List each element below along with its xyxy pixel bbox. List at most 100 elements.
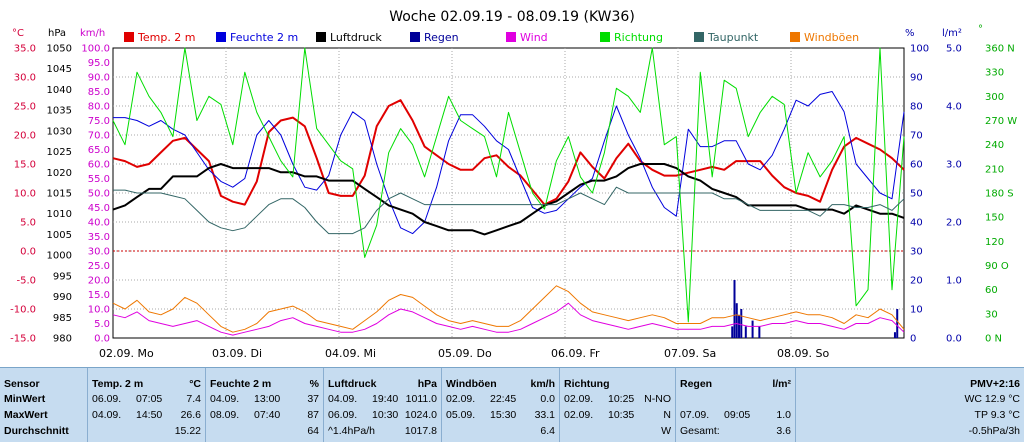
hum-date: 04.09. [210,393,240,405]
legend-swatch [216,32,226,42]
dir-row: W [564,423,671,439]
gust-date: 02.09. [446,393,476,405]
dir-date: 02.09. [564,393,594,405]
weather-chart: Woche 02.09.19 - 08.09.19 (KW36) 35.0 30.0… [10,9,1017,360]
press-axis-tick: 1000 [47,251,72,262]
hum-unit: % [905,28,915,39]
dir-head: Richtung [564,378,610,390]
legend-swatch [316,32,326,42]
legend-entry: Regen [424,31,459,44]
day-label: 03.09. Di [212,347,262,360]
temp-axis-tick: 10.0 [14,189,36,200]
day-label: 02.09. Mo [99,347,154,360]
dir-value: W [661,425,671,437]
gust-value: 0.0 [540,393,555,405]
legend-swatch [600,32,610,42]
legend-swatch [410,32,420,42]
rain-row: 07.09. 09:05 1.0 [680,407,791,423]
hum-value: 87 [307,409,319,421]
dir-row: 02.09. 10:25 N-NO [564,391,671,407]
press-axis-tick: 995 [53,271,72,282]
temp-row: 04.09. 14:50 26.6 [92,407,201,423]
hum-axis-tick: 70 [910,131,923,142]
wind-axis-tick: 5.0 [94,319,110,330]
legend-entry: Luftdruck [330,31,382,44]
wind-axis-tick: 20.0 [88,276,110,287]
temp-axis-tick: 15.0 [14,160,36,171]
hum-axis-tick: 50 [910,189,923,200]
rain-value: 1.0 [776,409,791,421]
gust-row: 6.4 [446,423,555,439]
series-line-richtung [112,47,905,323]
rain-head: Regen [680,378,713,390]
hum-axis-tick: 30 [910,247,923,258]
legend-entry: Wind [520,31,548,44]
day-label: 04.09. Mi [325,347,376,360]
wind-axis-tick: 70.0 [88,131,110,142]
rain-axis-tick: 0.0 [946,334,962,345]
dir-axis-tick: 300 [985,92,1004,103]
hum-value: 37 [307,393,319,405]
wind-axis-tick: 35.0 [88,232,110,243]
gust-row: 02.09. 22:45 0.0 [446,391,555,407]
pmv-trend: -0.5hPa/3h [968,425,1020,437]
legend-entry: Richtung [614,31,663,44]
press-value: 1017.8 [404,425,437,437]
summary-table: Sensor MinWert MaxWert Durchschnitt PMV+… [0,367,1024,442]
dir-date: 02.09. [564,409,594,421]
wind-axis-tick: 55.0 [88,174,110,185]
press-value: 1011.0 [405,393,437,405]
wind-axis-tick: 0.0 [94,334,110,345]
wind-axis-tick: 50.0 [88,189,110,200]
dir-axis-tick: 0 N [985,334,1002,345]
hum-time: 07:40 [254,409,281,421]
day-label: 05.09. Do [438,347,492,360]
wind-axis-tick: 90.0 [88,73,110,84]
pmv-head: PMV+2:16 [970,378,1020,390]
dir-axis-tick: 30 [985,309,998,320]
col-pmv: PMV+2:16 WC 12.9 °C TP 9.3 °C -0.5hPa/3h [796,368,1024,442]
temp-axis-tick: 35.0 [14,44,36,55]
temp-value: 15.22 [174,425,201,437]
chart-title: Woche 02.09.19 - 08.09.19 (KW36) [389,9,635,25]
temp-axis-tick: 0.0 [20,247,36,258]
dir-axis-tick: 60 [985,285,998,296]
temp-unit: °C [12,28,24,39]
gust-date: 05.09. [446,409,476,421]
temp-axis-tick: 20.0 [14,131,36,142]
pmv-wc: WC 12.9 °C [964,393,1020,405]
dir-axis-tick: 90 O [985,261,1009,272]
hum-row: 04.09. 13:00 37 [210,391,319,407]
wind-axis-tick: 85.0 [88,87,110,98]
temp-row: 06.09. 07:05 7.4 [92,391,201,407]
press-row: 04.09. 19:40 1011.0 [328,391,437,407]
col-rain: Regen l/m² 07.09. 09:05 1.0 Gesamt: 3.6 [676,368,796,442]
rain-row: Gesamt: 3.6 [680,423,791,439]
rain-date: 07.09. [680,409,710,421]
rain-axis-tick: 1.0 [946,276,962,287]
gust-time: 15:30 [490,409,517,421]
temp-axis-tick: 25.0 [14,102,36,113]
hum-axis-tick: 20 [910,276,923,287]
temp-unit: °C [189,378,201,390]
gust-head: Windböen [446,378,497,390]
series-line-luftdruck [112,163,905,236]
col-gust: Windböen km/h 02.09. 22:45 0.0 05.09. 15:… [442,368,560,442]
legend-swatch [124,32,134,42]
dir-axis-tick: 120 [985,237,1004,248]
wind-axis-tick: 25.0 [88,261,110,272]
wind-axis-tick: 30.0 [88,247,110,258]
row-label-max: MaxWert [4,409,48,421]
press-date: 06.09. [328,409,358,421]
legend-entry: Temp. 2 m [137,31,196,44]
rain-unit: l/m² [942,28,962,39]
gust-time: 22:45 [490,393,517,405]
press-axis-tick: 1010 [47,209,72,220]
rain-axis-tick: 5.0 [946,44,962,55]
press-axis-tick: 1050 [47,44,72,55]
col-sensor: Sensor MinWert MaxWert Durchschnitt [0,368,88,442]
dir-axis-tick: 210 [985,164,1004,175]
hum-axis-tick: 40 [910,218,923,229]
hum-unit: % [309,378,319,390]
rain-time: 09:05 [724,409,751,421]
